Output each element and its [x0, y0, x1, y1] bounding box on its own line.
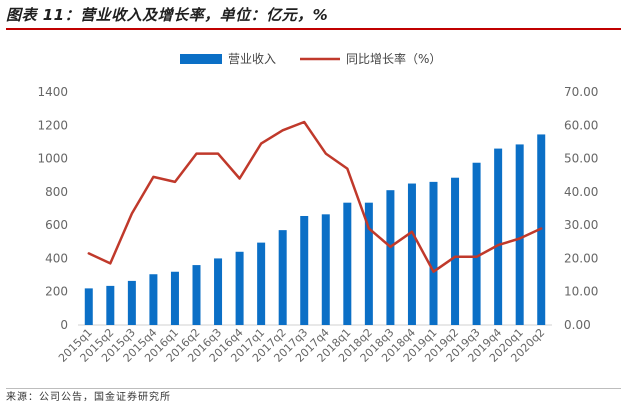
y-right-tick-label: 30.00 — [564, 218, 598, 232]
revenue-bar — [472, 162, 481, 325]
y-left-tick-label: 800 — [45, 185, 68, 199]
revenue-bar — [386, 190, 395, 325]
y-right-tick-label: 0.00 — [564, 318, 591, 332]
y-left-tick-label: 200 — [45, 285, 68, 299]
revenue-bar — [429, 181, 438, 325]
y-right-tick-label: 60.00 — [564, 118, 598, 132]
revenue-bar — [321, 214, 330, 325]
revenue-bar — [127, 280, 136, 325]
revenue-bar — [300, 215, 309, 325]
revenue-bar — [257, 242, 266, 325]
figure-title: 图表 11：营业收入及增长率，单位：亿元，% — [6, 4, 621, 30]
revenue-bars — [84, 134, 546, 325]
y-axis-right: 0.00 10.00 20.00 30.00 40.00 50.00 60.00 70.00 — [564, 85, 598, 332]
y-right-tick-label: 10.00 — [564, 285, 598, 299]
revenue-growth-chart: 营业收入 同比增长率（%） 0200400600800100012001400 … — [37, 51, 598, 365]
revenue-bar — [515, 144, 524, 325]
y-left-tick-label: 1200 — [37, 118, 68, 132]
revenue-bar — [343, 202, 352, 325]
y-left-tick-label: 1000 — [37, 152, 68, 166]
legend-bar-swatch — [180, 54, 222, 64]
revenue-bar — [214, 258, 223, 325]
y-left-tick-label: 400 — [45, 251, 68, 265]
revenue-bar — [84, 288, 93, 325]
y-right-tick-label: 40.00 — [564, 185, 598, 199]
revenue-bar — [407, 183, 416, 325]
legend-line-label: 同比增长率（%） — [346, 51, 441, 66]
growth-rate-line — [87, 120, 543, 273]
revenue-bar — [149, 274, 158, 325]
source-note: 来源：公司公告，国金证券研究所 — [6, 388, 621, 408]
revenue-bar — [170, 271, 179, 325]
y-right-tick-label: 50.00 — [564, 152, 598, 166]
revenue-bar — [278, 230, 287, 325]
revenue-bar — [192, 265, 201, 325]
y-axis-left: 0 200 400 600 800 1000 1200 1400 — [37, 85, 68, 332]
chart-legend: 营业收入 同比增长率（%） — [180, 51, 441, 66]
revenue-bar — [235, 251, 244, 325]
revenue-bar — [364, 202, 373, 325]
revenue-bar — [106, 285, 115, 325]
y-right-tick-label: 70.00 — [564, 85, 598, 99]
legend-bar-label: 营业收入 — [228, 52, 276, 66]
y-left-tick-label: 0 — [60, 318, 68, 332]
x-axis-labels: 2015q12015q22015q32015q42016q12016q22016… — [56, 326, 547, 365]
revenue-bar — [494, 148, 503, 325]
y-right-tick-label: 20.00 — [564, 251, 598, 265]
y-left-tick-label: 1400 — [37, 85, 68, 99]
revenue-bar — [451, 177, 460, 325]
y-left-tick-label: 600 — [45, 218, 68, 232]
